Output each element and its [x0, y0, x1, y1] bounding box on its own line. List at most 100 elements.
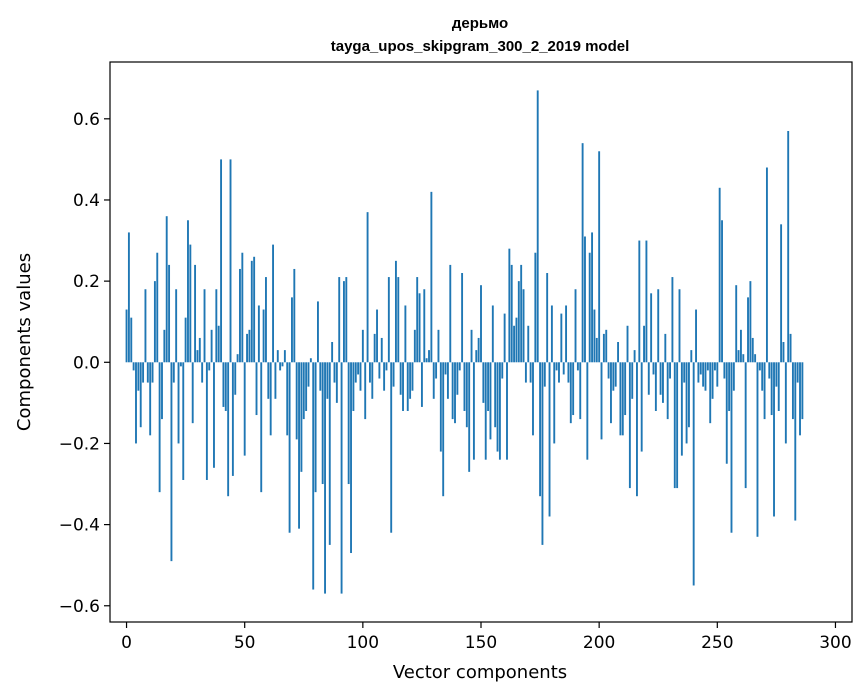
bar: [203, 289, 206, 363]
bar: [477, 337, 480, 363]
bar: [279, 362, 282, 371]
bar: [418, 293, 421, 363]
bar: [198, 337, 201, 363]
bar: [402, 362, 404, 411]
bar: [645, 240, 648, 363]
bar: [142, 362, 145, 383]
bar: [768, 362, 771, 379]
bar: [721, 220, 723, 363]
bar: [508, 248, 511, 363]
bar: [541, 362, 544, 545]
bar: [305, 362, 308, 411]
bar: [612, 362, 615, 391]
bar: [269, 362, 272, 436]
bar: [189, 244, 192, 363]
bar: [747, 297, 749, 363]
bar: [713, 362, 716, 371]
bar: [345, 277, 348, 363]
bar: [706, 362, 709, 371]
bar: [751, 337, 754, 363]
bar: [276, 350, 279, 363]
bar: [598, 151, 601, 363]
bar: [380, 337, 383, 363]
bar: [302, 362, 305, 420]
bar: [371, 362, 374, 399]
bar: [579, 362, 582, 420]
bar: [758, 362, 761, 371]
bar: [470, 329, 473, 363]
x-tick-label: 0: [121, 633, 132, 653]
bar: [775, 362, 778, 387]
bar: [503, 313, 506, 363]
bar: [170, 362, 173, 562]
bar: [234, 362, 237, 395]
bar: [739, 329, 742, 363]
bar: [257, 305, 260, 363]
bar: [624, 362, 627, 416]
bar: [125, 309, 128, 363]
bar: [586, 362, 589, 460]
bar: [442, 362, 445, 497]
bar: [683, 362, 686, 383]
bar: [690, 350, 693, 363]
bar: [420, 362, 423, 407]
y-tick-label: −0.4: [59, 516, 100, 536]
bar: [272, 244, 274, 363]
bar: [215, 289, 218, 363]
bar: [574, 289, 577, 363]
bar: [260, 362, 263, 493]
bar: [501, 362, 504, 379]
bar: [536, 90, 539, 363]
bar: [184, 317, 187, 363]
bar: [680, 362, 683, 456]
bar: [368, 362, 371, 383]
bar: [413, 329, 416, 363]
bar: [208, 362, 211, 371]
bar: [177, 362, 180, 444]
bar: [213, 362, 215, 468]
bar: [406, 362, 409, 411]
bar: [730, 362, 733, 533]
bar: [498, 362, 501, 460]
bar: [194, 264, 197, 363]
bar: [373, 333, 376, 363]
bar: [139, 362, 142, 428]
bar: [621, 362, 624, 436]
bar: [610, 362, 612, 424]
bar: [532, 362, 534, 436]
bar: [553, 362, 556, 444]
bar: [354, 362, 357, 383]
y-tick-label: −0.6: [59, 597, 100, 617]
bar: [425, 358, 428, 363]
bar: [626, 325, 629, 363]
bar: [593, 309, 596, 363]
bar: [617, 342, 620, 363]
bar: [619, 362, 622, 436]
bar: [489, 362, 492, 440]
bar: [754, 354, 757, 363]
bar: [735, 285, 738, 363]
bar: [222, 362, 225, 407]
bar: [666, 362, 669, 420]
bar: [796, 362, 799, 383]
bar: [239, 268, 241, 363]
bar: [704, 362, 707, 391]
bar: [404, 305, 407, 363]
bar: [255, 362, 258, 416]
bar: [520, 264, 523, 363]
bar: [137, 362, 140, 391]
bar: [491, 305, 494, 363]
bar: [390, 362, 393, 533]
bar: [319, 362, 322, 391]
bar: [324, 362, 326, 594]
bar: [468, 362, 471, 472]
bar: [300, 362, 303, 472]
bar: [236, 354, 239, 363]
bar: [461, 273, 464, 363]
bar: [149, 362, 152, 436]
bar: [699, 362, 702, 375]
bar: [742, 354, 745, 363]
y-tick-label: 0.0: [73, 353, 100, 373]
bar: [678, 289, 681, 363]
bar: [569, 362, 572, 424]
